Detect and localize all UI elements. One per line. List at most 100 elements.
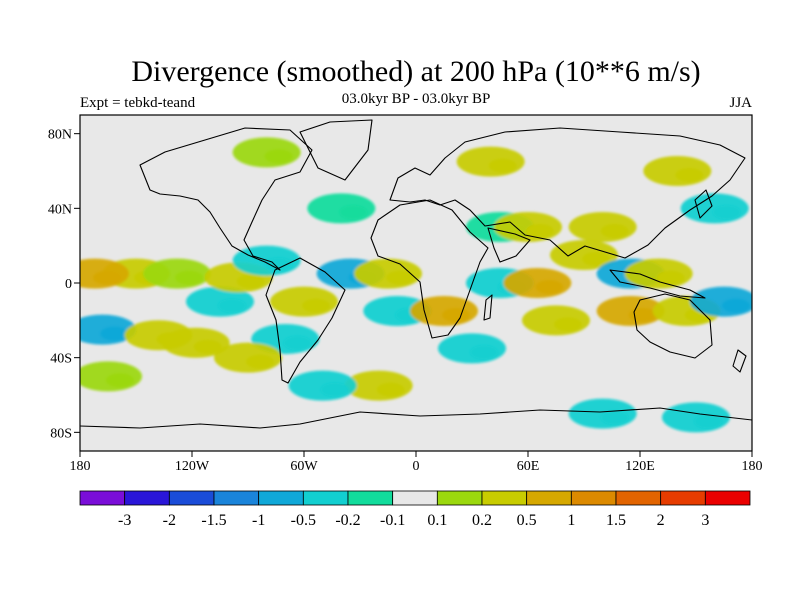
arabia-coast <box>487 227 531 263</box>
colorbar-bin-0 <box>79 490 126 506</box>
anomaly-core-0 <box>100 326 129 341</box>
anomaly-blob-0 <box>80 314 137 345</box>
season-label: JJA <box>729 95 752 111</box>
colorbar-label-12: 2 <box>657 512 665 529</box>
colorbar-label-6: -0.1 <box>380 512 405 529</box>
x-tick-label-2: 60W <box>290 459 318 474</box>
anomaly-blob-38 <box>288 370 357 401</box>
anomaly-blob-19 <box>494 212 562 242</box>
south-america-coast <box>265 257 346 384</box>
anomaly-core-29 <box>712 205 741 220</box>
anomaly-core-21 <box>535 280 564 294</box>
anomaly-core-22 <box>554 317 582 332</box>
anomaly-core-33 <box>264 149 293 164</box>
x-tick-label-4: 60E <box>517 459 540 474</box>
anomaly-blob-30 <box>690 286 752 317</box>
anomaly-core-32 <box>694 414 722 429</box>
anomaly-blob-35 <box>643 156 712 186</box>
time-period-label: 03.0kyr BP - 03.0kyr BP <box>342 91 491 107</box>
colorbar-label-13: 3 <box>701 512 709 529</box>
anomaly-core-35 <box>675 168 704 182</box>
anomaly-blob-33 <box>232 137 301 168</box>
anomaly-blob-21 <box>503 268 572 298</box>
anomaly-core-13 <box>386 270 414 285</box>
anomaly-core-2 <box>193 339 222 354</box>
y-tick-label-1: 40N <box>48 202 72 217</box>
anomaly-blob-31 <box>568 398 637 429</box>
japan-coast <box>694 189 713 219</box>
colorbar-label-10: 1 <box>567 512 575 529</box>
anomaly-core-31 <box>600 410 629 425</box>
anomaly-blob-14 <box>307 193 376 224</box>
anomaly-core-37 <box>376 382 405 397</box>
colorbar-bin-10 <box>526 490 572 506</box>
anomaly-blob-22 <box>522 305 590 336</box>
anomaly-core-16 <box>442 308 470 322</box>
anomaly-blob-5 <box>143 258 212 289</box>
colorbar-bin-9 <box>481 490 528 506</box>
maritime-islands <box>609 269 706 299</box>
new-zealand-coast <box>732 349 747 373</box>
x-tick-label-5: 120E <box>625 459 655 474</box>
x-tick-label-1: 120W <box>175 459 210 474</box>
colorbar-label-11: 1.5 <box>606 512 626 529</box>
anomaly-core-26 <box>656 270 685 285</box>
eurasia-coast <box>389 127 746 259</box>
anomaly-core-19 <box>526 224 554 238</box>
colorbar-bin-6 <box>347 490 394 506</box>
colorbar-label-0: -3 <box>118 512 131 529</box>
x-tick-label-0: 180 <box>70 459 91 474</box>
colorbar-bin-8 <box>436 490 483 506</box>
greenland-coast <box>299 119 373 181</box>
colorbar-bin-1 <box>124 490 170 506</box>
anomaly-core-11 <box>302 298 330 313</box>
anomaly-core-23 <box>582 252 610 266</box>
x-tick-label-3: 0 <box>413 459 420 474</box>
y-tick-label-2: 0 <box>65 277 72 292</box>
anomaly-blob-10 <box>214 342 282 373</box>
longitude-axis: 180 120W 60W 0 60E 120E 180 <box>70 451 763 474</box>
anomaly-core-9 <box>283 336 312 350</box>
experiment-label: Expt = tebkd-teand <box>80 95 196 111</box>
anomaly-core-34 <box>488 158 517 173</box>
x-tick-label-6: 180 <box>742 459 763 474</box>
colorbar-label-3: -1 <box>252 512 265 529</box>
anomaly-core-36 <box>106 373 134 388</box>
anomaly-blob-29 <box>680 193 749 224</box>
colorbar-bin-2 <box>168 490 215 506</box>
colorbar-label-7: 0.1 <box>427 512 447 529</box>
anomaly-blob-13 <box>354 258 422 289</box>
anomaly-core-17 <box>470 345 498 360</box>
colorbar-bin-5 <box>302 490 349 506</box>
anomaly-core-38 <box>320 382 349 397</box>
madagascar-coast <box>483 294 493 321</box>
coastlines <box>80 119 752 429</box>
colorbar-bin-4 <box>258 490 304 506</box>
chart-title: Divergence (smoothed) at 200 hPa (10**6 … <box>131 55 700 88</box>
y-tick-label-0: 80N <box>48 128 72 143</box>
africa-coast <box>370 199 489 339</box>
anomaly-core-24 <box>600 224 629 238</box>
colorbar-bin-3 <box>213 490 260 506</box>
anomaly-blob-17 <box>438 333 506 364</box>
anomaly-core-14 <box>339 205 368 220</box>
latitude-axis: 80N 40N 0 40S 80S <box>48 128 80 441</box>
anomaly-blob-36 <box>80 361 142 392</box>
anomaly-core-10 <box>246 354 274 369</box>
antarctica-coast <box>80 407 752 429</box>
anomaly-field <box>80 137 752 433</box>
anomaly-core-4 <box>92 270 121 285</box>
anomaly-core-30 <box>722 298 750 313</box>
anomaly-blob-24 <box>568 212 637 242</box>
y-tick-label-4: 80S <box>50 426 72 441</box>
anomaly-blob-32 <box>662 402 730 433</box>
australia-coast <box>633 293 713 359</box>
colorbar-label-9: 0.5 <box>517 512 537 529</box>
north-america-coast <box>139 127 313 271</box>
anomaly-core-5 <box>175 270 204 285</box>
colorbar-label-4: -0.5 <box>291 512 316 529</box>
anomaly-blob-11 <box>270 286 338 317</box>
colorbar-bin-13 <box>660 490 706 506</box>
anomaly-blob-34 <box>456 146 525 177</box>
